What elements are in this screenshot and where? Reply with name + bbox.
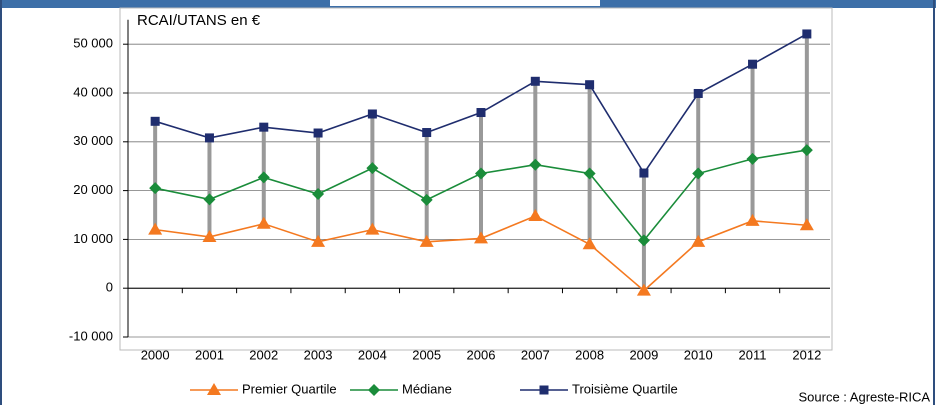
- data-point: [311, 234, 326, 247]
- y-tick-label: -10 000: [69, 328, 113, 343]
- x-tick-label: 2006: [467, 347, 496, 362]
- legend-label: Médiane: [402, 381, 452, 396]
- data-point: [583, 167, 596, 180]
- data-point: [202, 229, 217, 242]
- x-tick-label: 2003: [304, 347, 333, 362]
- x-tick-label: 2008: [575, 347, 604, 362]
- data-point: [420, 193, 433, 206]
- data-point: [148, 222, 163, 235]
- legend-marker: [207, 383, 221, 395]
- plot-frame: [119, 7, 833, 351]
- data-point: [639, 168, 649, 178]
- y-tick-label: 40 000: [73, 84, 113, 99]
- data-point: [582, 237, 597, 250]
- data-point: [204, 133, 214, 143]
- data-point: [692, 167, 705, 180]
- x-tick-label: 2005: [412, 347, 441, 362]
- data-point: [529, 158, 542, 171]
- x-tick-label: 2004: [358, 347, 387, 362]
- x-tick-label: 2010: [684, 347, 713, 362]
- x-tick-label: 2009: [629, 347, 658, 362]
- data-point: [799, 218, 814, 231]
- data-point: [419, 234, 434, 247]
- source-note: Source : Agreste-RICA: [799, 389, 931, 404]
- legend-marker: [539, 385, 549, 395]
- data-point: [257, 171, 270, 184]
- data-point: [312, 188, 325, 201]
- x-tick-label: 2000: [141, 347, 170, 362]
- data-point: [150, 116, 160, 126]
- data-point: [802, 29, 812, 39]
- data-point: [256, 216, 271, 229]
- data-point: [746, 152, 759, 165]
- y-axis-title: RCAI/UTANS en €: [137, 12, 261, 29]
- legend-label: Premier Quartile: [242, 381, 337, 396]
- header-tab: [330, 0, 600, 6]
- data-point: [259, 122, 269, 132]
- data-point: [800, 144, 813, 157]
- data-point: [203, 193, 216, 206]
- data-point: [745, 213, 760, 226]
- y-tick-label: 10 000: [73, 231, 113, 246]
- data-point: [693, 88, 703, 98]
- data-point: [476, 108, 486, 118]
- x-tick-label: 2012: [792, 347, 821, 362]
- x-tick-label: 2001: [195, 347, 224, 362]
- data-point: [585, 80, 595, 90]
- y-tick-label: 0: [106, 280, 113, 295]
- legend-marker: [368, 384, 380, 396]
- data-point: [691, 234, 706, 247]
- x-tick-label: 2011: [739, 347, 767, 362]
- y-tick-label: 50 000: [73, 36, 113, 51]
- x-tick-label: 2002: [249, 347, 278, 362]
- data-point: [530, 76, 540, 86]
- data-point: [313, 128, 323, 138]
- legend-label: Troisième Quartile: [572, 381, 678, 396]
- data-point: [365, 222, 380, 235]
- data-point: [475, 167, 487, 180]
- data-point: [149, 182, 162, 195]
- x-tick-label: 2007: [521, 347, 550, 362]
- data-point: [366, 162, 379, 175]
- data-point: [748, 59, 758, 69]
- data-point: [528, 208, 543, 221]
- data-point: [367, 109, 377, 119]
- y-tick-label: 30 000: [73, 133, 113, 148]
- data-point: [422, 128, 432, 138]
- data-point: [474, 231, 488, 244]
- y-tick-label: 20 000: [73, 182, 113, 197]
- data-point: [636, 283, 651, 296]
- data-point: [637, 234, 650, 247]
